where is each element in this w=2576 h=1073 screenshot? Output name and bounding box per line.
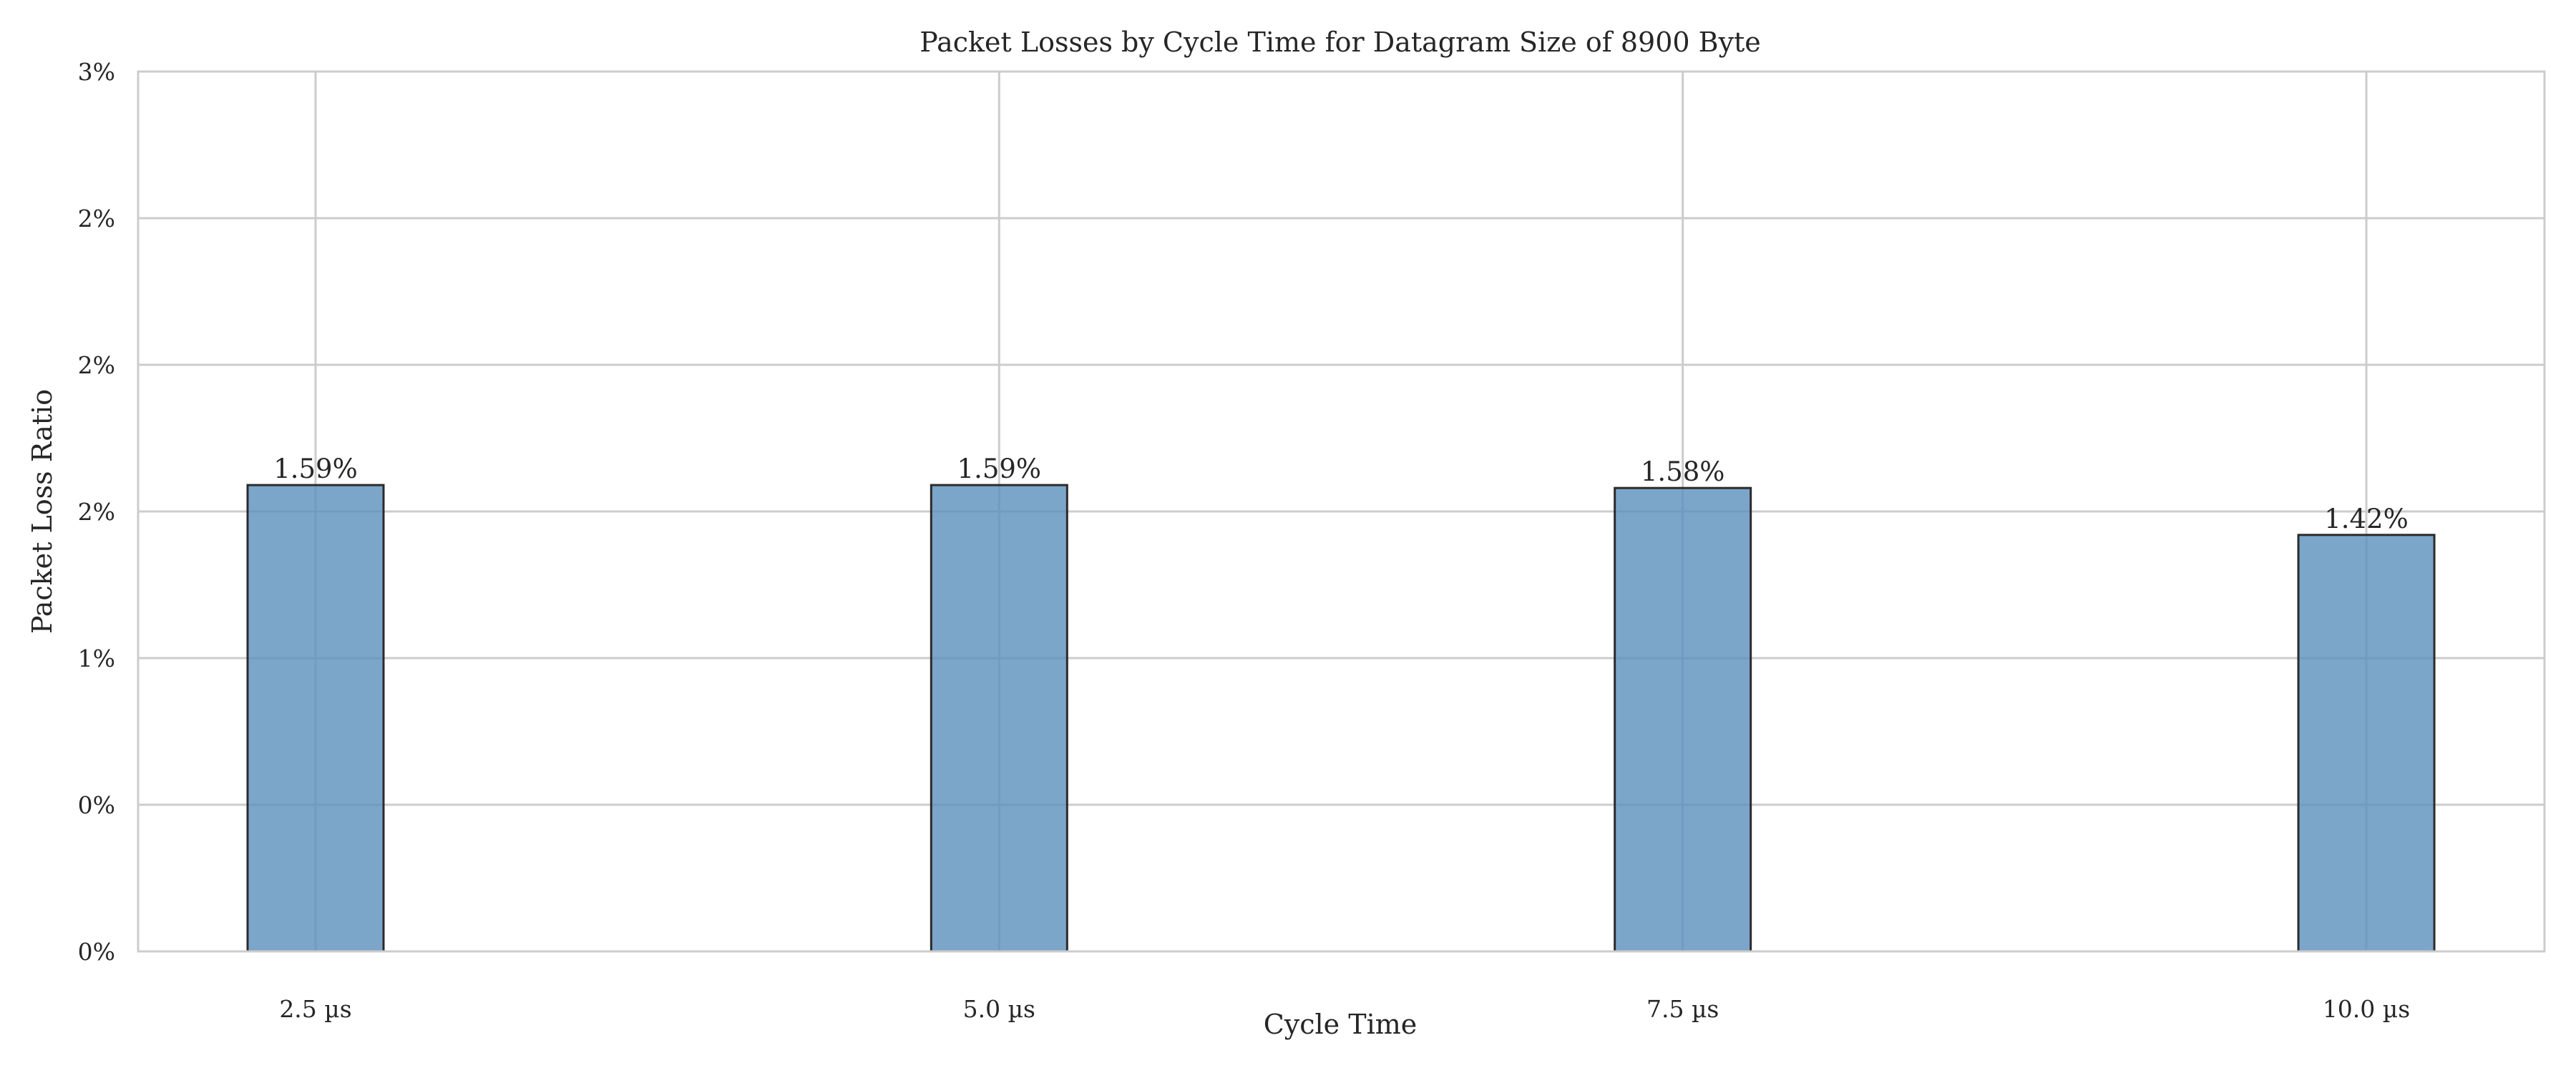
y-tick-labels: 0% 0% 1% 2% 2% 2% 3%	[78, 58, 115, 966]
data-label: 1.59%	[957, 454, 1042, 484]
y-tick-label: 2%	[78, 205, 115, 232]
bar	[246, 484, 385, 953]
y-tick-label: 0%	[78, 791, 115, 819]
bar	[1614, 486, 1752, 953]
data-label: 1.58%	[1641, 456, 1725, 487]
x-tick-labels: 2.5 µs 5.0 µs 7.5 µs 10.0 µs	[279, 995, 2410, 1023]
x-tick-label: 10.0 µs	[2323, 995, 2410, 1023]
bars	[246, 484, 2436, 953]
data-label: 1.42%	[2324, 504, 2409, 534]
chart-title: Packet Losses by Cycle Time for Datagram…	[919, 26, 1761, 58]
y-tick-label: 3%	[78, 58, 115, 86]
x-tick-label: 2.5 µs	[279, 995, 351, 1023]
plot-frame	[137, 70, 2546, 953]
x-tick-label: 5.0 µs	[963, 995, 1035, 1023]
y-axis-label: Packet Loss Ratio	[26, 389, 58, 634]
y-tick-label: 2%	[78, 498, 115, 526]
bar	[930, 484, 1068, 953]
data-labels: 1.59% 1.59% 1.58% 1.42%	[273, 454, 2409, 534]
x-tick-label: 7.5 µs	[1646, 995, 1719, 1023]
y-tick-label: 0%	[78, 938, 115, 966]
y-gridlines	[138, 70, 2545, 953]
bar	[2297, 534, 2436, 953]
y-tick-label: 2%	[78, 351, 115, 379]
data-label: 1.59%	[273, 454, 358, 484]
x-axis-label: Cycle Time	[1264, 1009, 1418, 1040]
y-tick-label: 1%	[78, 645, 115, 672]
